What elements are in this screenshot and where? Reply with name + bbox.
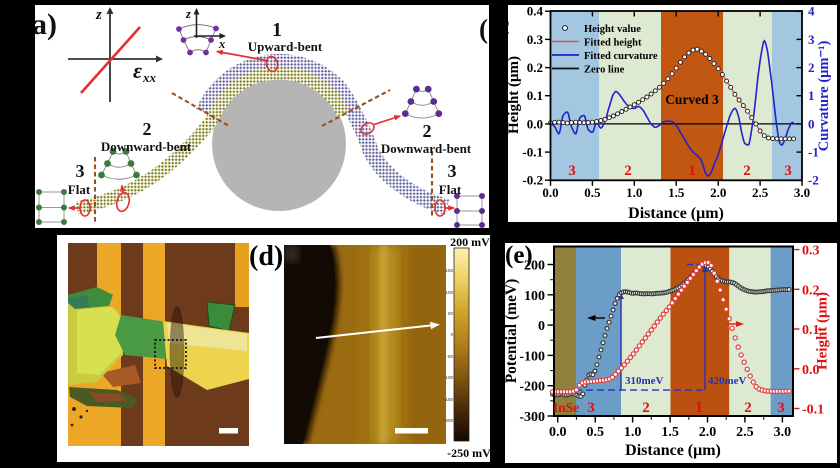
svg-text:-50: -50 bbox=[446, 354, 453, 359]
svg-text:2.0: 2.0 bbox=[699, 425, 717, 440]
svg-text:-200: -200 bbox=[444, 418, 454, 423]
svg-text:2: 2 bbox=[743, 163, 751, 179]
svg-text:200 mV: 200 mV bbox=[450, 235, 490, 249]
svg-text:2: 2 bbox=[744, 400, 752, 416]
svg-text:1.0: 1.0 bbox=[624, 425, 642, 440]
svg-text:-0.1: -0.1 bbox=[802, 403, 824, 418]
svg-text:200: 200 bbox=[524, 259, 545, 274]
svg-text:Curvature (μm⁻¹): Curvature (μm⁻¹) bbox=[816, 41, 832, 152]
svg-text:2.5: 2.5 bbox=[736, 425, 754, 440]
svg-text:-0.2: -0.2 bbox=[522, 173, 543, 188]
svg-text:0: 0 bbox=[538, 319, 545, 334]
svg-text:3: 3 bbox=[448, 161, 457, 181]
svg-text:-0.1: -0.1 bbox=[522, 145, 543, 160]
svg-text:150: 150 bbox=[445, 268, 453, 273]
svg-text:3.0: 3.0 bbox=[794, 185, 810, 200]
svg-text:2.0: 2.0 bbox=[710, 185, 726, 200]
svg-text:1.5: 1.5 bbox=[668, 185, 685, 200]
svg-text:310meV: 310meV bbox=[625, 375, 664, 387]
svg-text:0: 0 bbox=[808, 116, 815, 131]
svg-text:1: 1 bbox=[695, 399, 703, 416]
svg-text:3: 3 bbox=[76, 161, 85, 181]
svg-text:z: z bbox=[95, 7, 102, 23]
svg-text:a): a) bbox=[35, 8, 57, 41]
svg-text:Flat: Flat bbox=[439, 182, 462, 197]
svg-text:100: 100 bbox=[445, 290, 453, 295]
svg-text:0.1: 0.1 bbox=[527, 88, 543, 103]
svg-text:-100: -100 bbox=[444, 375, 454, 380]
svg-text:0.5: 0.5 bbox=[586, 425, 604, 440]
svg-text:Zero line: Zero line bbox=[584, 65, 625, 76]
svg-text:0.3: 0.3 bbox=[802, 244, 820, 259]
svg-text:Distance (μm): Distance (μm) bbox=[628, 205, 724, 222]
svg-text:-1: -1 bbox=[808, 145, 819, 160]
svg-text:4: 4 bbox=[808, 5, 815, 19]
svg-text:-100: -100 bbox=[519, 349, 545, 364]
svg-text:3.0: 3.0 bbox=[774, 425, 792, 440]
svg-text:Downward-bent: Downward-bent bbox=[381, 141, 472, 156]
svg-text:z: z bbox=[185, 7, 191, 21]
svg-text:0.1: 0.1 bbox=[802, 323, 820, 338]
svg-text:-2: -2 bbox=[808, 173, 819, 188]
svg-text:1: 1 bbox=[808, 88, 815, 103]
svg-text:Height (μm): Height (μm) bbox=[508, 56, 522, 134]
svg-text:2: 2 bbox=[808, 60, 815, 75]
svg-text:-150: -150 bbox=[444, 397, 454, 402]
svg-text:2: 2 bbox=[143, 119, 152, 139]
svg-text:2: 2 bbox=[624, 163, 632, 179]
svg-text:x: x bbox=[218, 37, 225, 51]
svg-text:0.3: 0.3 bbox=[527, 32, 544, 47]
svg-text:Height value: Height value bbox=[584, 24, 641, 35]
svg-text:3: 3 bbox=[777, 400, 785, 416]
svg-text:3: 3 bbox=[568, 163, 576, 179]
svg-text:-300: -300 bbox=[519, 410, 545, 425]
svg-text:2: 2 bbox=[642, 400, 650, 416]
svg-text:1.5: 1.5 bbox=[661, 425, 679, 440]
svg-text:ε: ε bbox=[133, 58, 142, 83]
svg-text:-200: -200 bbox=[519, 380, 545, 395]
svg-text:0.4: 0.4 bbox=[527, 5, 544, 19]
svg-text:c: c bbox=[508, 10, 510, 40]
svg-text:2: 2 bbox=[423, 121, 432, 141]
svg-text:0.2: 0.2 bbox=[802, 283, 820, 298]
svg-text:100: 100 bbox=[524, 289, 545, 304]
svg-text:(: ( bbox=[479, 14, 488, 44]
svg-text:Curved 3: Curved 3 bbox=[665, 92, 719, 107]
svg-text:3: 3 bbox=[587, 400, 595, 416]
svg-text:50: 50 bbox=[448, 311, 454, 316]
svg-text:Distance (μm): Distance (μm) bbox=[625, 442, 721, 459]
svg-text:0.5: 0.5 bbox=[584, 185, 601, 200]
svg-text:0.2: 0.2 bbox=[527, 60, 543, 75]
svg-text:(e): (e) bbox=[505, 243, 533, 269]
svg-text:Upward-bent: Upward-bent bbox=[248, 39, 323, 54]
svg-text:Downward-bent: Downward-bent bbox=[101, 139, 192, 154]
svg-text:xx: xx bbox=[142, 70, 157, 85]
svg-text:Height (μm): Height (μm) bbox=[815, 292, 831, 370]
svg-text:Fitted curvature: Fitted curvature bbox=[584, 51, 658, 62]
svg-text:1: 1 bbox=[272, 19, 282, 41]
svg-text:(d): (d) bbox=[249, 241, 283, 272]
svg-text:0: 0 bbox=[450, 332, 453, 337]
svg-text:Fitted height: Fitted height bbox=[584, 38, 642, 49]
svg-text:3: 3 bbox=[808, 32, 815, 47]
svg-text:2.5: 2.5 bbox=[752, 185, 769, 200]
svg-text:1.0: 1.0 bbox=[626, 185, 642, 200]
svg-text:1: 1 bbox=[688, 163, 696, 179]
svg-text:3: 3 bbox=[784, 163, 792, 179]
svg-text:InSe: InSe bbox=[553, 400, 579, 415]
svg-text:0.0: 0.0 bbox=[802, 363, 820, 378]
svg-text:0.0: 0.0 bbox=[527, 116, 543, 131]
svg-text:420meV: 420meV bbox=[708, 375, 747, 387]
svg-text:Potential (meV): Potential (meV) bbox=[505, 279, 520, 384]
svg-text:-250 mV: -250 mV bbox=[447, 446, 490, 460]
svg-text:0.0: 0.0 bbox=[549, 425, 567, 440]
svg-text:0.0: 0.0 bbox=[542, 185, 558, 200]
svg-text:Flat: Flat bbox=[68, 182, 91, 197]
